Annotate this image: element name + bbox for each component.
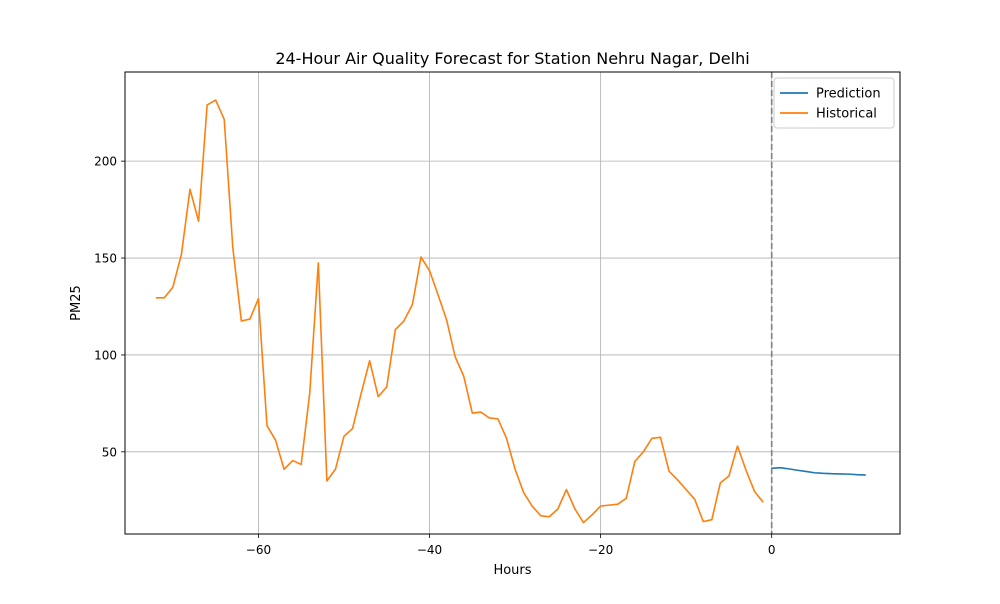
axes: −60 −40 −20 0 50 100 150 200: [94, 155, 775, 557]
x-axis-label: Hours: [493, 563, 531, 578]
legend-label-prediction: Prediction: [816, 87, 881, 102]
x-tick-label: −20: [588, 543, 613, 557]
x-tick-label: 0: [768, 543, 776, 557]
y-axis-label: PM25: [69, 285, 84, 321]
y-tick-label: 100: [94, 348, 117, 362]
legend: Prediction Historical: [773, 77, 895, 129]
y-tick-label: 150: [94, 252, 117, 266]
y-tick-label: 200: [94, 155, 117, 169]
x-tick-label: −60: [246, 543, 271, 557]
x-tick-label: −40: [417, 543, 442, 557]
y-tick-label: 50: [102, 445, 117, 459]
series-line-prediction: [771, 466, 866, 476]
legend-label-historical: Historical: [816, 107, 877, 122]
grid-lines: [125, 72, 900, 534]
series-lines: [155, 72, 866, 534]
legend-box: [773, 77, 895, 129]
chart-title: 24-Hour Air Quality Forecast for Station…: [275, 49, 749, 68]
series-line-historical: [155, 99, 764, 524]
plot-frame: [124, 71, 901, 535]
